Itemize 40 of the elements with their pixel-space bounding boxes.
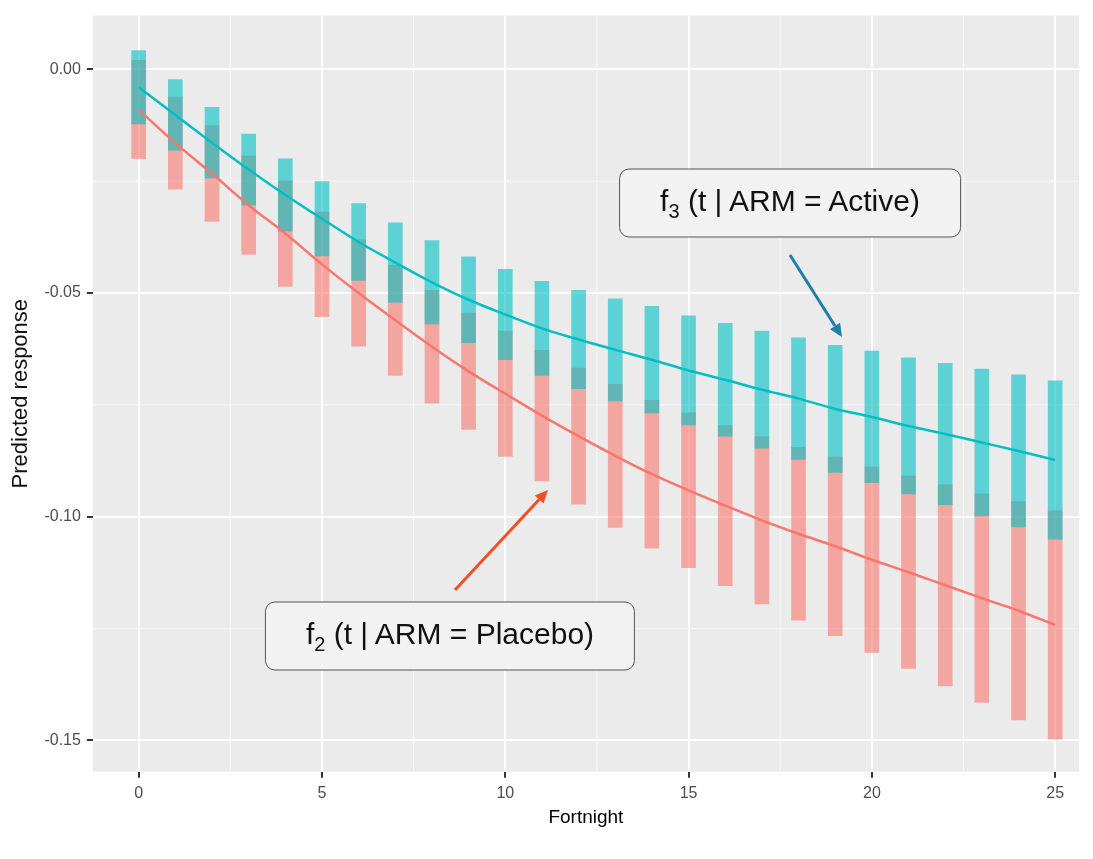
bar [387, 222, 403, 303]
x-tick-label: 5 [317, 783, 327, 801]
bar [461, 256, 476, 344]
bar [131, 50, 147, 125]
bar [1011, 374, 1026, 528]
line-series [137, 85, 1057, 462]
y-tick-label: 0.00 [49, 59, 81, 77]
y-axis-title: Predicted response [7, 298, 33, 489]
bar [717, 323, 733, 437]
bar [607, 298, 623, 402]
bar [351, 203, 366, 281]
y-tick-label: -0.15 [44, 730, 81, 748]
bar [278, 158, 293, 232]
bar [791, 337, 806, 460]
bar [681, 315, 696, 426]
bar [754, 330, 770, 449]
bar [644, 306, 660, 414]
y-tick-label: -0.10 [44, 507, 81, 525]
x-tick-label: 25 [1046, 783, 1065, 801]
bar [497, 268, 513, 361]
x-axis-title: Fortnight [547, 805, 625, 828]
x-tick-label: 0 [134, 783, 144, 801]
bar [314, 181, 330, 257]
bar [168, 79, 183, 151]
bar [241, 133, 256, 206]
y-tick-label: -0.05 [44, 283, 81, 301]
x-tick-label: 10 [496, 783, 515, 801]
bar [937, 362, 953, 505]
bar [864, 350, 880, 484]
bar [534, 281, 550, 376]
x-tick-label: 20 [862, 783, 881, 801]
bar [827, 345, 843, 473]
x-tick-label: 15 [679, 783, 698, 801]
bar [901, 357, 916, 495]
bar [424, 240, 440, 325]
annotation: f$_{3}$ (t | ARM = Active) [619, 168, 961, 238]
annotation: f$_{2}$ (t | ARM = Placebo) [264, 601, 636, 671]
bar [1047, 380, 1063, 540]
bar [571, 290, 586, 390]
bar [974, 368, 990, 517]
